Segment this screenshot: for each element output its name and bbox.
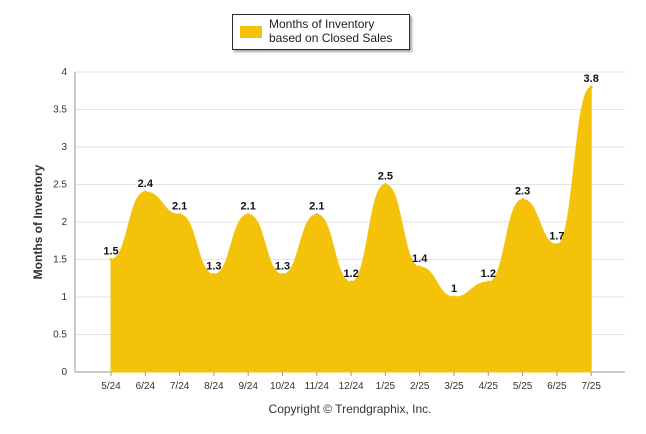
data-point [589, 85, 593, 89]
y-tick-label: 0 [61, 367, 67, 378]
x-tick-label: 5/24 [101, 381, 121, 392]
data-point [212, 273, 216, 276]
legend-label: Months of Inventory based on Closed Sale… [269, 17, 393, 45]
data-point [349, 280, 353, 284]
data-label: 2.4 [138, 178, 154, 190]
data-label: 1.2 [343, 268, 358, 280]
x-tick-label: 4/25 [479, 381, 499, 392]
y-tick-label: 0.5 [53, 330, 67, 341]
y-tick-label: 4 [61, 67, 67, 78]
data-point [281, 273, 284, 276]
data-label: 1.3 [206, 261, 221, 273]
data-label: 1 [451, 283, 457, 295]
data-point [418, 265, 422, 269]
y-tick-label: 1 [61, 292, 67, 303]
copyright-text: Copyright © Trendgraphix, Inc. [268, 402, 432, 416]
data-point [315, 213, 319, 216]
y-tick-label: 2 [61, 217, 67, 228]
x-tick-label: 5/25 [513, 381, 533, 392]
x-tick-label: 2/25 [410, 381, 430, 392]
y-tick-label: 1.5 [53, 255, 67, 266]
x-tick-label: 7/25 [581, 381, 601, 392]
data-label: 1.4 [412, 253, 428, 265]
x-tick-label: 9/24 [238, 381, 258, 392]
x-tick-label: 3/25 [444, 381, 464, 392]
data-point [246, 213, 250, 216]
legend: Months of Inventory based on Closed Sale… [232, 14, 410, 50]
data-label: 2.1 [241, 201, 256, 213]
data-point [109, 258, 113, 261]
data-point [555, 243, 559, 246]
data-point [452, 295, 456, 299]
data-point [486, 280, 490, 284]
y-axis-title: Months of Inventory [31, 164, 45, 279]
x-tick-label: 8/24 [204, 381, 224, 392]
legend-swatch [240, 26, 262, 38]
data-label: 1.7 [549, 231, 564, 243]
data-point [143, 190, 147, 194]
x-tick-label: 6/25 [547, 381, 567, 392]
data-label: 2.1 [309, 201, 324, 213]
x-tick-label: 6/24 [136, 381, 156, 392]
x-tick-label: 1/25 [376, 381, 396, 392]
y-tick-label: 3.5 [53, 105, 67, 116]
data-label: 1.2 [481, 268, 496, 280]
y-tick-label: 3 [61, 142, 67, 153]
x-tick-label: 10/24 [270, 381, 295, 392]
x-tick-label: 11/24 [305, 381, 330, 392]
data-label: 1.5 [103, 246, 118, 258]
data-point [521, 198, 525, 201]
data-label: 2.3 [515, 186, 530, 198]
data-label: 2.5 [378, 171, 393, 183]
y-tick-label: 2.5 [53, 180, 67, 191]
data-point [178, 213, 182, 216]
data-label: 2.1 [172, 201, 187, 213]
data-point [383, 183, 387, 186]
data-label: 1.3 [275, 261, 290, 273]
data-label: 3.8 [584, 73, 599, 85]
series-area [110, 86, 592, 373]
x-tick-label: 12/24 [339, 381, 364, 392]
x-tick-label: 7/24 [170, 381, 190, 392]
